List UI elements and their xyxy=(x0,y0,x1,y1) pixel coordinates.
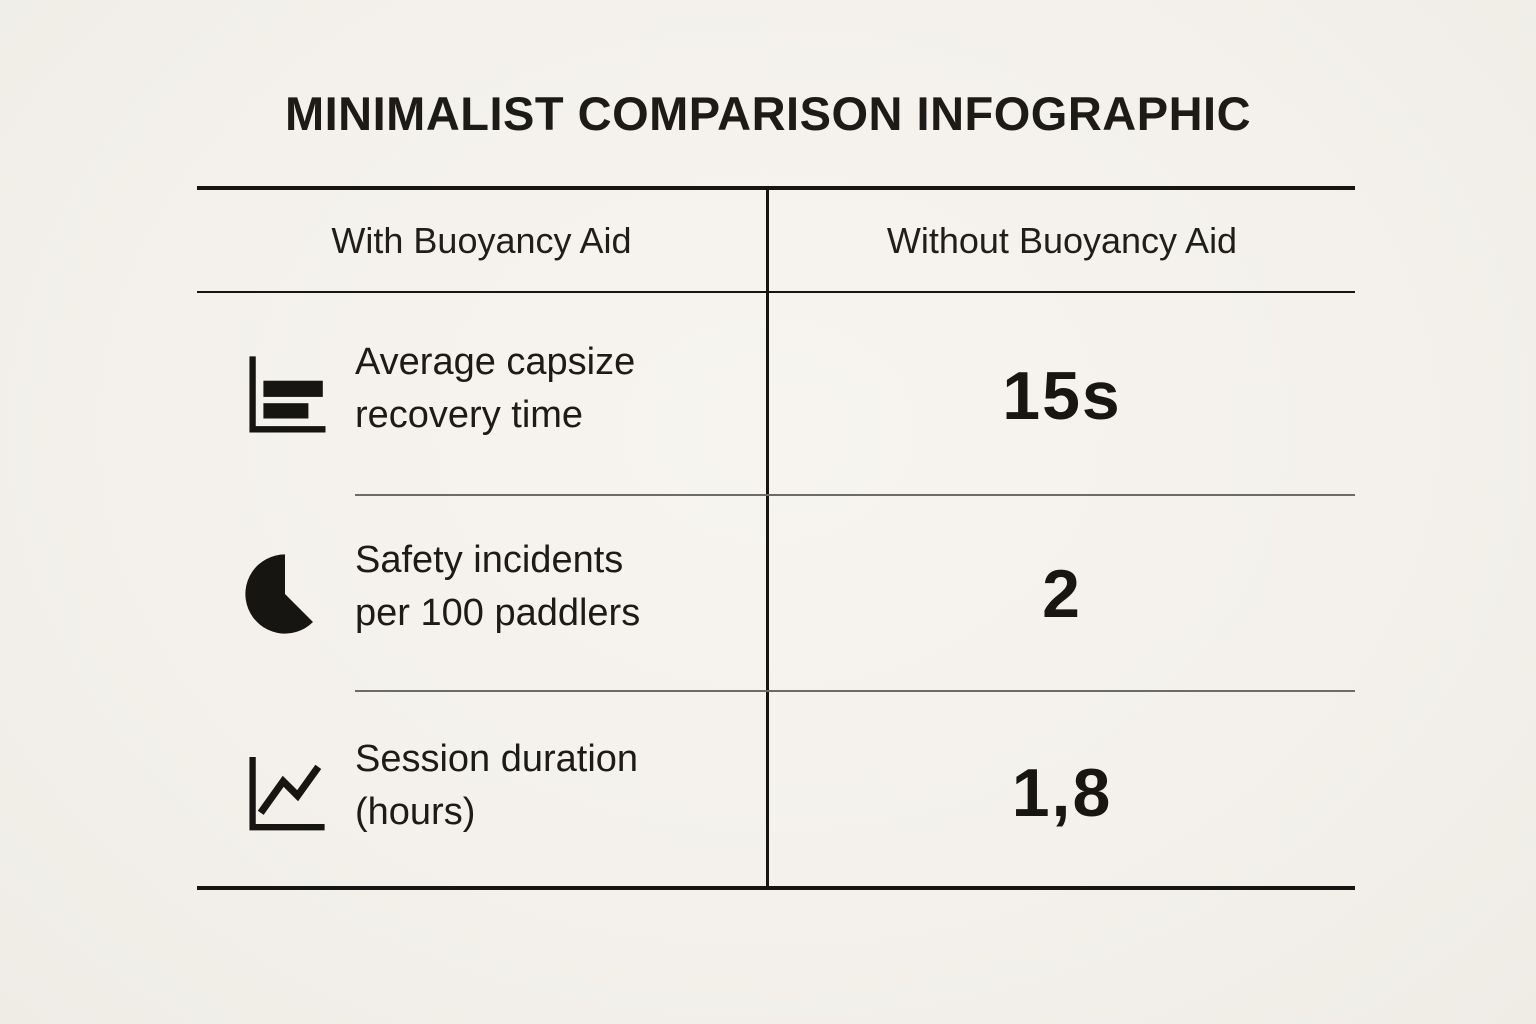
table-row: Safety incidents per 100 paddlers 2 xyxy=(197,496,1355,692)
metric-cell: Session duration (hours) xyxy=(197,692,766,894)
metric-label-line: (hours) xyxy=(355,791,476,833)
bar-chart-icon xyxy=(240,350,330,442)
comparison-table: With Buoyancy Aid Without Buoyancy Aid A… xyxy=(197,186,1355,890)
value-cell: 1,8 xyxy=(769,692,1355,894)
column-divider xyxy=(766,190,769,886)
metric-label-line: Average capsize xyxy=(355,340,636,383)
metric-value: 2 xyxy=(1042,556,1082,632)
metric-label-line: Safety incidents xyxy=(355,539,624,581)
table-row: Session duration (hours) 1,8 xyxy=(197,692,1355,894)
metric-label-line: Session duration xyxy=(355,738,639,780)
row-divider xyxy=(355,690,1355,692)
header-row: With Buoyancy Aid Without Buoyancy Aid xyxy=(197,190,1355,293)
metric-label: Session duration (hours) xyxy=(355,733,638,839)
row-divider xyxy=(355,494,1355,496)
metric-cell: Average capsize recovery time xyxy=(197,295,766,496)
metric-cell: Safety incidents per 100 paddlers xyxy=(197,496,766,692)
table-row: Average capsize recovery time 15s xyxy=(197,295,1355,496)
page-title: MINIMALIST COMPARISON INFOGRAPHIC xyxy=(284,87,1252,140)
metric-label: Average capsize recovery time xyxy=(355,336,635,442)
value-cell: 2 xyxy=(769,496,1355,692)
pie-chart-icon xyxy=(240,548,330,640)
metric-value: 1,8 xyxy=(1011,755,1113,831)
value-cell: 15s xyxy=(769,295,1355,496)
column-header-with: With Buoyancy Aid xyxy=(331,219,632,261)
metric-label-line: per 100 paddlers xyxy=(355,592,641,634)
metric-label: Safety incidents per 100 paddlers xyxy=(355,534,640,640)
metric-value: 15s xyxy=(1002,357,1122,434)
column-header-without: Without Buoyancy Aid xyxy=(886,219,1238,261)
metric-label-line: recovery time xyxy=(355,393,584,436)
line-chart-icon xyxy=(240,747,330,839)
